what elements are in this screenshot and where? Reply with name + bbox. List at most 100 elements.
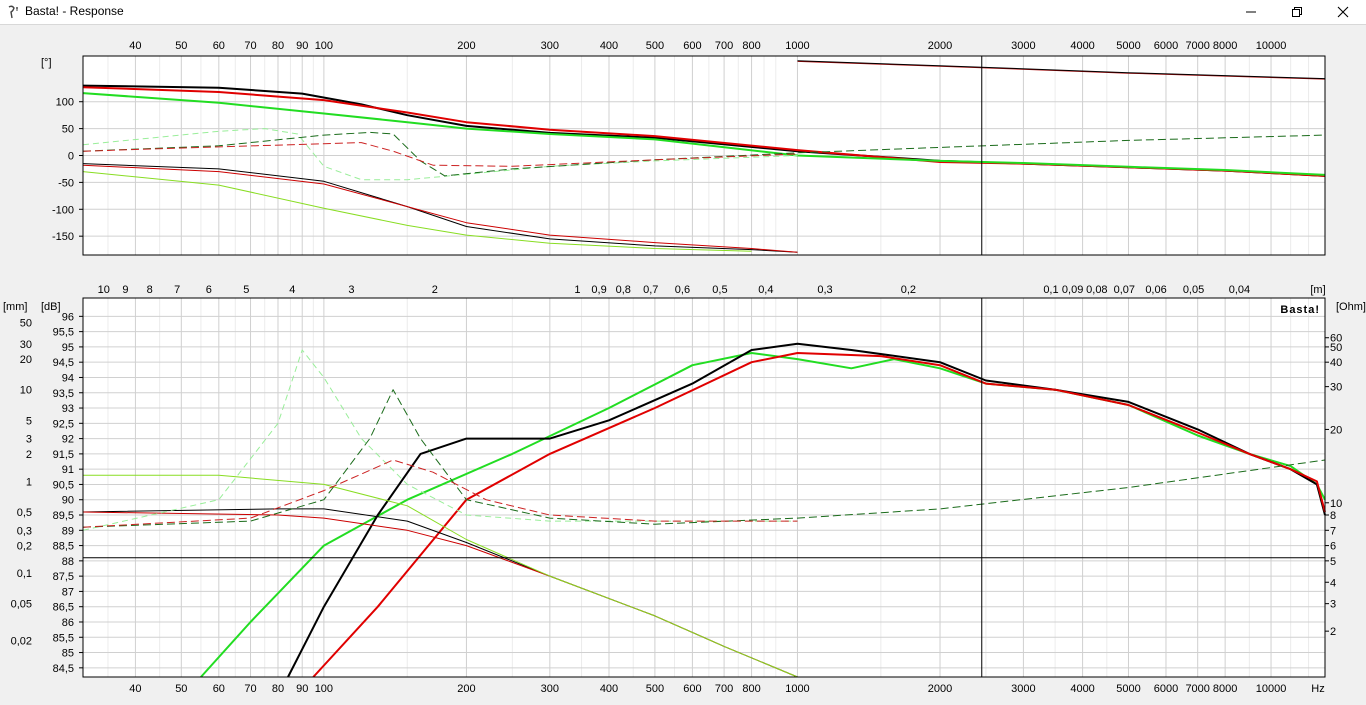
y-tick-label: 94,5 — [53, 357, 74, 369]
minimize-icon — [1246, 11, 1256, 13]
x-tick-label: 1000 — [785, 40, 809, 52]
series-line-3 — [312, 352, 1326, 678]
plot-frame — [82, 297, 1326, 678]
y-tick-label: -150 — [52, 231, 74, 243]
phase-chart-pane: 100 50 0 -50 -100 -150 40 50 60 70 80 90 100 200 300 40… — [0, 24, 1366, 261]
x-tick-label: 70 — [244, 683, 256, 695]
x-tick-label: 2000 — [928, 40, 952, 52]
plot-area — [83, 298, 1325, 677]
x-tick-label: 7000 — [1185, 683, 1209, 695]
x-tick-label: 400 — [600, 683, 618, 695]
y-tick-label: 91 — [62, 464, 74, 476]
x-tick-label: 500 — [646, 40, 664, 52]
wavelength-tick-label: 0,05 — [1183, 284, 1204, 296]
excursion-tick-label: 0,3 — [17, 525, 32, 537]
x-tick-label: 8000 — [1213, 683, 1237, 695]
basta-app-icon — [8, 5, 18, 19]
x-tick-label: 50 — [175, 40, 187, 52]
restore-button[interactable] — [1274, 0, 1320, 24]
restore-icon — [1292, 7, 1302, 17]
y-tick-label: 86,5 — [53, 602, 74, 614]
x-tick-label: 200 — [457, 40, 475, 52]
x-tick-label: 6000 — [1154, 683, 1178, 695]
wavelength-tick-label: 4 — [289, 284, 295, 296]
impedance-tick-label: 30 — [1330, 382, 1342, 394]
impedance-axis-unit-label: [Ohm] — [1336, 301, 1366, 313]
wavelength-tick-label: 0,8 — [616, 284, 631, 296]
x-tick-label: 100 — [315, 40, 333, 52]
wavelength-tick-label: 1 — [574, 284, 580, 296]
spl-chart-pane: 96 95,5 95 94,5 94 93,5 93 92,5 92 91,5 91 90,5 90 89… — [0, 266, 1366, 705]
impedance-tick-label: 2 — [1330, 626, 1336, 638]
series-group — [82, 60, 1326, 253]
wavelength-axis-unit-label: [m] — [1310, 284, 1325, 296]
window-title: Basta! - Response — [25, 4, 124, 18]
close-icon — [1337, 6, 1349, 18]
excursion-tick-label: 3 — [26, 434, 32, 446]
y-tick-label: 93 — [62, 403, 74, 415]
x-tick-label: 80 — [272, 683, 284, 695]
wavelength-tick-label: 9 — [122, 284, 128, 296]
close-button[interactable] — [1320, 0, 1366, 24]
excursion-tick-label: 0,1 — [17, 568, 32, 580]
series-group — [82, 342, 1326, 678]
x-tick-label: 700 — [715, 40, 733, 52]
x-tick-label: 90 — [296, 40, 308, 52]
x-tick-label: 600 — [683, 40, 701, 52]
y-tick-label: 0 — [68, 151, 74, 163]
x-tick-label: 40 — [129, 40, 141, 52]
x-tick-label: 800 — [742, 683, 760, 695]
excursion-tick-label: 5 — [26, 415, 32, 427]
x-tick-label: 90 — [296, 683, 308, 695]
wavelength-tick-label: 0,06 — [1145, 284, 1166, 296]
y-tick-label: 93,5 — [53, 388, 74, 400]
x-tick-label: 800 — [742, 40, 760, 52]
series-line-6 — [83, 474, 798, 678]
excursion-tick-label: 0,5 — [17, 507, 32, 519]
x-tick-label: 80 — [272, 40, 284, 52]
y-tick-label: 88,5 — [53, 541, 74, 553]
y-axis-unit-label: [dB] — [41, 301, 61, 313]
y-tick-label: 91,5 — [53, 449, 74, 461]
wavelength-tick-label: 0,7 — [643, 284, 658, 296]
excursion-axis-unit-label: [mm] — [3, 301, 27, 313]
wavelength-tick-label: 10 — [98, 284, 110, 296]
x-tick-label: 50 — [175, 683, 187, 695]
y-tick-label: -50 — [58, 177, 74, 189]
impedance-tick-label: 5 — [1330, 556, 1336, 568]
x-tick-label: 40 — [129, 683, 141, 695]
y-tick-label: 87 — [62, 586, 74, 598]
excursion-tick-label: 0,05 — [11, 599, 32, 611]
wavelength-tick-label: 0,09 — [1062, 284, 1083, 296]
x-tick-label: 5000 — [1116, 683, 1140, 695]
y-tick-label: 94 — [62, 372, 74, 384]
y-tick-label: 87,5 — [53, 571, 74, 583]
series-line-8 — [82, 389, 1326, 528]
x-axis-unit-label: Hz — [1311, 683, 1324, 695]
wavelength-tick-label: 0,1 — [1043, 284, 1058, 296]
x-tick-label: 5000 — [1116, 40, 1140, 52]
series-line-9 — [82, 459, 798, 528]
watermark: Basta! — [1280, 304, 1320, 316]
y-tick-label: 85 — [62, 648, 74, 660]
y-tick-label: 95 — [62, 342, 74, 354]
x-tick-label: 8000 — [1213, 40, 1237, 52]
x-tick-label: 3000 — [1011, 40, 1035, 52]
wavelength-tick-label: 3 — [348, 284, 354, 296]
wavelength-tick-label: 5 — [243, 284, 249, 296]
minimize-button[interactable] — [1228, 0, 1274, 24]
wavelength-tick-label: 2 — [432, 284, 438, 296]
wavelength-tick-label: 0,4 — [758, 284, 773, 296]
y-tick-label: 86 — [62, 617, 74, 629]
impedance-tick-label: 20 — [1330, 424, 1342, 436]
excursion-tick-label: 10 — [20, 385, 32, 397]
x-tick-label: 10000 — [1256, 683, 1287, 695]
x-tick-label: 3000 — [1011, 683, 1035, 695]
x-tick-label: 400 — [600, 40, 618, 52]
excursion-tick-label: 1 — [26, 476, 32, 488]
impedance-tick-label: 40 — [1330, 357, 1342, 369]
series-line-7 — [82, 164, 798, 253]
x-tick-label: 700 — [715, 683, 733, 695]
x-tick-label: 70 — [244, 40, 256, 52]
